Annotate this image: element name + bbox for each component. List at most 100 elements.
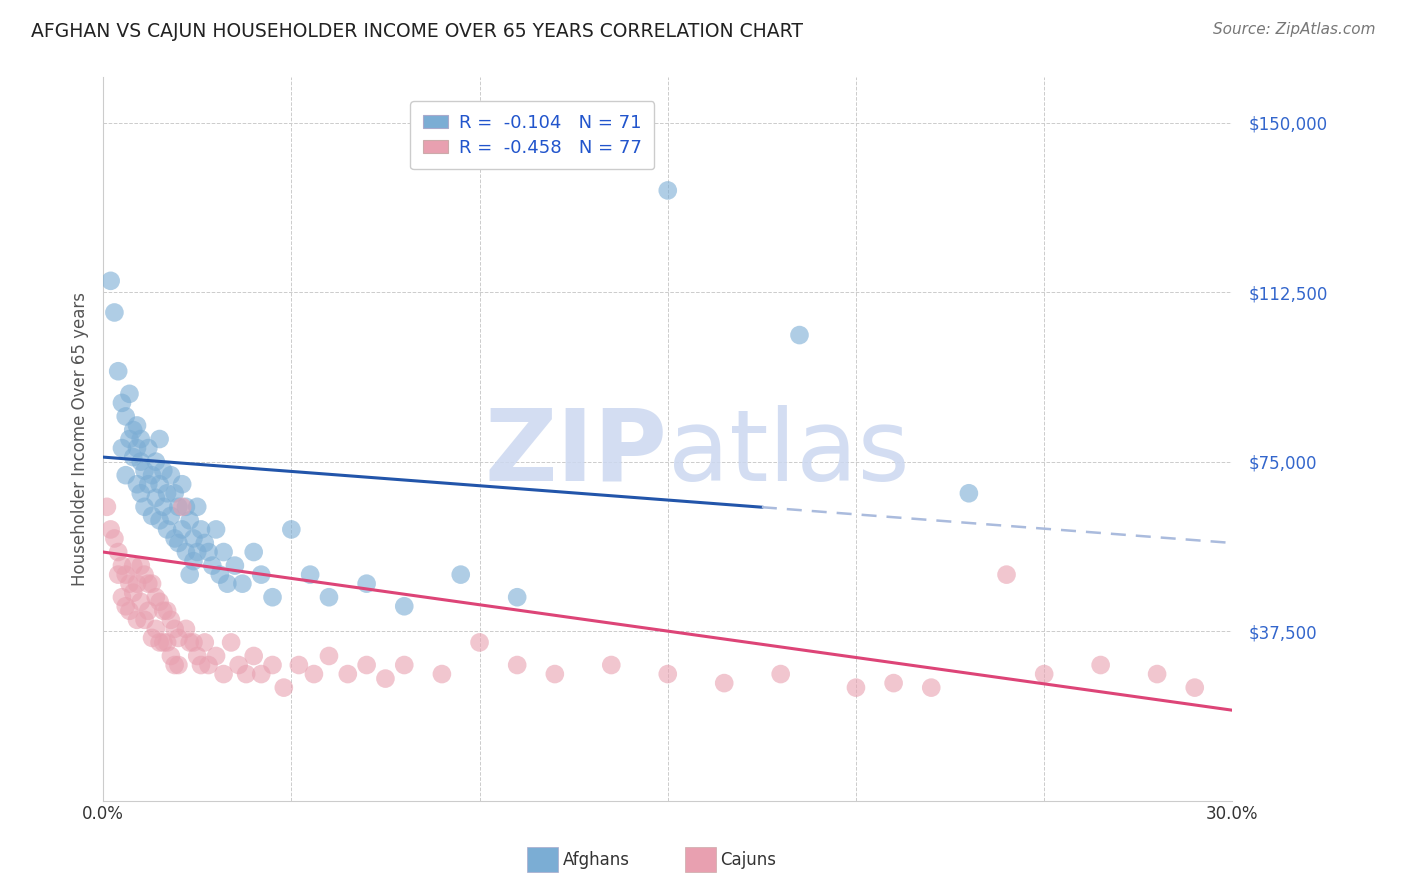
Point	[136, 441, 159, 455]
Point	[96, 500, 118, 514]
Point	[957, 486, 980, 500]
Point	[145, 622, 167, 636]
Point	[657, 183, 679, 197]
Point	[122, 585, 145, 599]
Point	[713, 676, 735, 690]
Point	[149, 513, 172, 527]
Point	[186, 545, 208, 559]
Point	[450, 567, 472, 582]
Point	[250, 567, 273, 582]
Point	[288, 658, 311, 673]
Point	[141, 508, 163, 523]
Point	[356, 576, 378, 591]
Point	[1184, 681, 1206, 695]
Point	[156, 604, 179, 618]
Legend: R =  -0.104   N = 71, R =  -0.458   N = 77: R = -0.104 N = 71, R = -0.458 N = 77	[411, 101, 654, 169]
Point	[194, 536, 217, 550]
Point	[242, 648, 264, 663]
Point	[280, 523, 302, 537]
Point	[883, 676, 905, 690]
Point	[100, 274, 122, 288]
Point	[111, 558, 134, 573]
Point	[468, 635, 491, 649]
Point	[769, 667, 792, 681]
Point	[129, 455, 152, 469]
Point	[920, 681, 942, 695]
Point	[114, 567, 136, 582]
Point	[506, 591, 529, 605]
Point	[145, 455, 167, 469]
Point	[228, 658, 250, 673]
Point	[205, 523, 228, 537]
Point	[1033, 667, 1056, 681]
Point	[114, 599, 136, 614]
Point	[152, 464, 174, 478]
Point	[217, 576, 239, 591]
Point	[118, 604, 141, 618]
Point	[114, 468, 136, 483]
Point	[149, 595, 172, 609]
Point	[152, 604, 174, 618]
Point	[136, 576, 159, 591]
Point	[356, 658, 378, 673]
Point	[136, 477, 159, 491]
Point	[190, 523, 212, 537]
Point	[111, 396, 134, 410]
Point	[1090, 658, 1112, 673]
Point	[129, 432, 152, 446]
Point	[134, 567, 156, 582]
Text: Cajuns: Cajuns	[720, 851, 776, 869]
Point	[657, 667, 679, 681]
Point	[186, 648, 208, 663]
Point	[302, 667, 325, 681]
Point	[995, 567, 1018, 582]
Point	[141, 468, 163, 483]
Point	[160, 648, 183, 663]
Point	[152, 635, 174, 649]
Point	[141, 576, 163, 591]
Point	[183, 554, 205, 568]
Point	[167, 658, 190, 673]
Y-axis label: Householder Income Over 65 years: Householder Income Over 65 years	[72, 292, 89, 586]
Point	[205, 648, 228, 663]
Point	[100, 523, 122, 537]
Point	[183, 635, 205, 649]
Point	[167, 500, 190, 514]
Point	[129, 595, 152, 609]
Point	[394, 599, 416, 614]
Point	[299, 567, 322, 582]
Point	[167, 536, 190, 550]
Text: atlas: atlas	[668, 405, 910, 502]
Point	[160, 613, 183, 627]
Point	[224, 558, 246, 573]
Point	[111, 591, 134, 605]
Point	[506, 658, 529, 673]
Point	[194, 635, 217, 649]
Point	[163, 622, 186, 636]
Point	[212, 545, 235, 559]
Point	[114, 409, 136, 424]
Point	[336, 667, 359, 681]
Point	[145, 591, 167, 605]
Point	[136, 604, 159, 618]
Text: Source: ZipAtlas.com: Source: ZipAtlas.com	[1212, 22, 1375, 37]
Point	[145, 491, 167, 505]
Point	[208, 567, 231, 582]
Point	[544, 667, 567, 681]
Point	[107, 545, 129, 559]
Point	[160, 468, 183, 483]
Point	[179, 513, 201, 527]
Point	[107, 364, 129, 378]
Point	[125, 441, 148, 455]
Point	[103, 532, 125, 546]
Point	[118, 432, 141, 446]
Point	[250, 667, 273, 681]
Point	[125, 418, 148, 433]
Point	[394, 658, 416, 673]
Point	[183, 532, 205, 546]
Point	[430, 667, 453, 681]
Point	[212, 667, 235, 681]
Point	[152, 500, 174, 514]
Point	[160, 508, 183, 523]
Point	[374, 672, 396, 686]
